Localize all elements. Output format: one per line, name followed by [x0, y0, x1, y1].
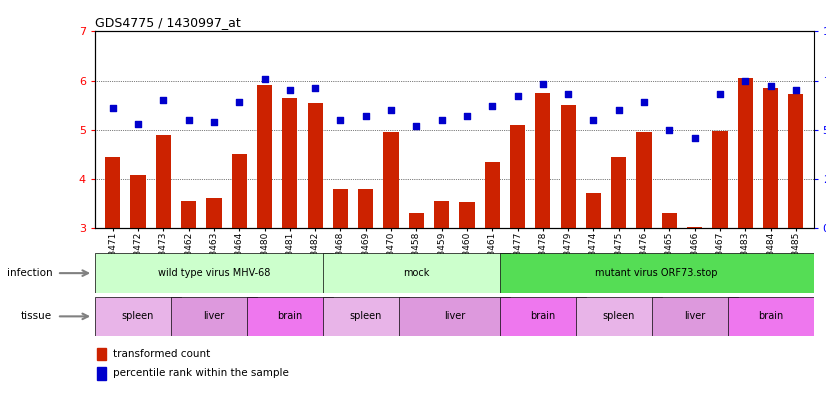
Point: [536, 81, 549, 88]
Bar: [95, 297, 181, 336]
Bar: [333, 189, 348, 228]
Bar: [257, 86, 272, 228]
Bar: [434, 201, 449, 228]
Bar: [181, 201, 197, 228]
Point: [714, 91, 727, 97]
Bar: [459, 202, 475, 228]
Text: infection: infection: [7, 268, 52, 278]
Bar: [561, 105, 576, 228]
Bar: [611, 157, 626, 228]
Bar: [307, 103, 323, 228]
Point: [359, 113, 373, 119]
Bar: [485, 162, 500, 228]
Bar: [323, 297, 409, 336]
Bar: [358, 189, 373, 228]
Point: [233, 99, 246, 105]
Bar: [687, 227, 702, 228]
Bar: [97, 367, 107, 380]
Text: spleen: spleen: [603, 311, 635, 321]
Bar: [763, 88, 778, 228]
Text: spleen: spleen: [121, 311, 154, 321]
Bar: [383, 132, 399, 228]
Point: [157, 97, 170, 103]
Point: [460, 113, 473, 119]
Point: [638, 99, 651, 105]
Bar: [399, 297, 510, 336]
Text: mutant virus ORF73.stop: mutant virus ORF73.stop: [596, 268, 718, 278]
Bar: [662, 213, 677, 228]
Point: [334, 117, 347, 123]
Point: [511, 93, 525, 99]
Bar: [576, 297, 662, 336]
Point: [662, 127, 676, 133]
Bar: [500, 253, 814, 293]
Bar: [247, 297, 333, 336]
Bar: [510, 125, 525, 228]
Bar: [171, 297, 257, 336]
Text: liver: liver: [684, 311, 705, 321]
Bar: [535, 93, 550, 228]
Bar: [728, 297, 814, 336]
Bar: [500, 297, 586, 336]
Text: spleen: spleen: [349, 311, 382, 321]
Text: brain: brain: [278, 311, 302, 321]
Point: [790, 87, 803, 94]
Text: GDS4775 / 1430997_at: GDS4775 / 1430997_at: [95, 16, 240, 29]
Bar: [738, 78, 752, 228]
Bar: [156, 134, 171, 228]
Text: liver: liver: [203, 311, 225, 321]
Bar: [97, 347, 107, 360]
Point: [258, 75, 271, 82]
Bar: [637, 132, 652, 228]
Bar: [788, 94, 804, 228]
Point: [384, 107, 397, 113]
Point: [764, 83, 777, 90]
Point: [688, 134, 701, 141]
Text: wild type virus MHV-68: wild type virus MHV-68: [158, 268, 270, 278]
Bar: [131, 175, 145, 228]
Text: liver: liver: [444, 311, 465, 321]
Text: tissue: tissue: [21, 311, 52, 321]
Point: [283, 87, 297, 94]
Point: [612, 107, 625, 113]
Text: brain: brain: [758, 311, 783, 321]
Text: mock: mock: [403, 268, 430, 278]
Point: [486, 103, 499, 109]
Point: [738, 77, 752, 84]
Bar: [95, 253, 333, 293]
Bar: [206, 198, 221, 228]
Bar: [282, 98, 297, 228]
Text: brain: brain: [530, 311, 556, 321]
Point: [106, 105, 119, 111]
Bar: [586, 193, 601, 228]
Text: transformed count: transformed count: [113, 349, 210, 359]
Point: [586, 117, 600, 123]
Point: [562, 91, 575, 97]
Point: [435, 117, 449, 123]
Point: [131, 121, 145, 127]
Bar: [652, 297, 738, 336]
Bar: [409, 213, 424, 228]
Bar: [323, 253, 510, 293]
Point: [207, 119, 221, 125]
Point: [309, 85, 322, 92]
Bar: [231, 154, 247, 228]
Bar: [712, 130, 728, 228]
Bar: [105, 157, 121, 228]
Point: [182, 117, 195, 123]
Text: percentile rank within the sample: percentile rank within the sample: [113, 369, 288, 378]
Point: [410, 123, 423, 129]
